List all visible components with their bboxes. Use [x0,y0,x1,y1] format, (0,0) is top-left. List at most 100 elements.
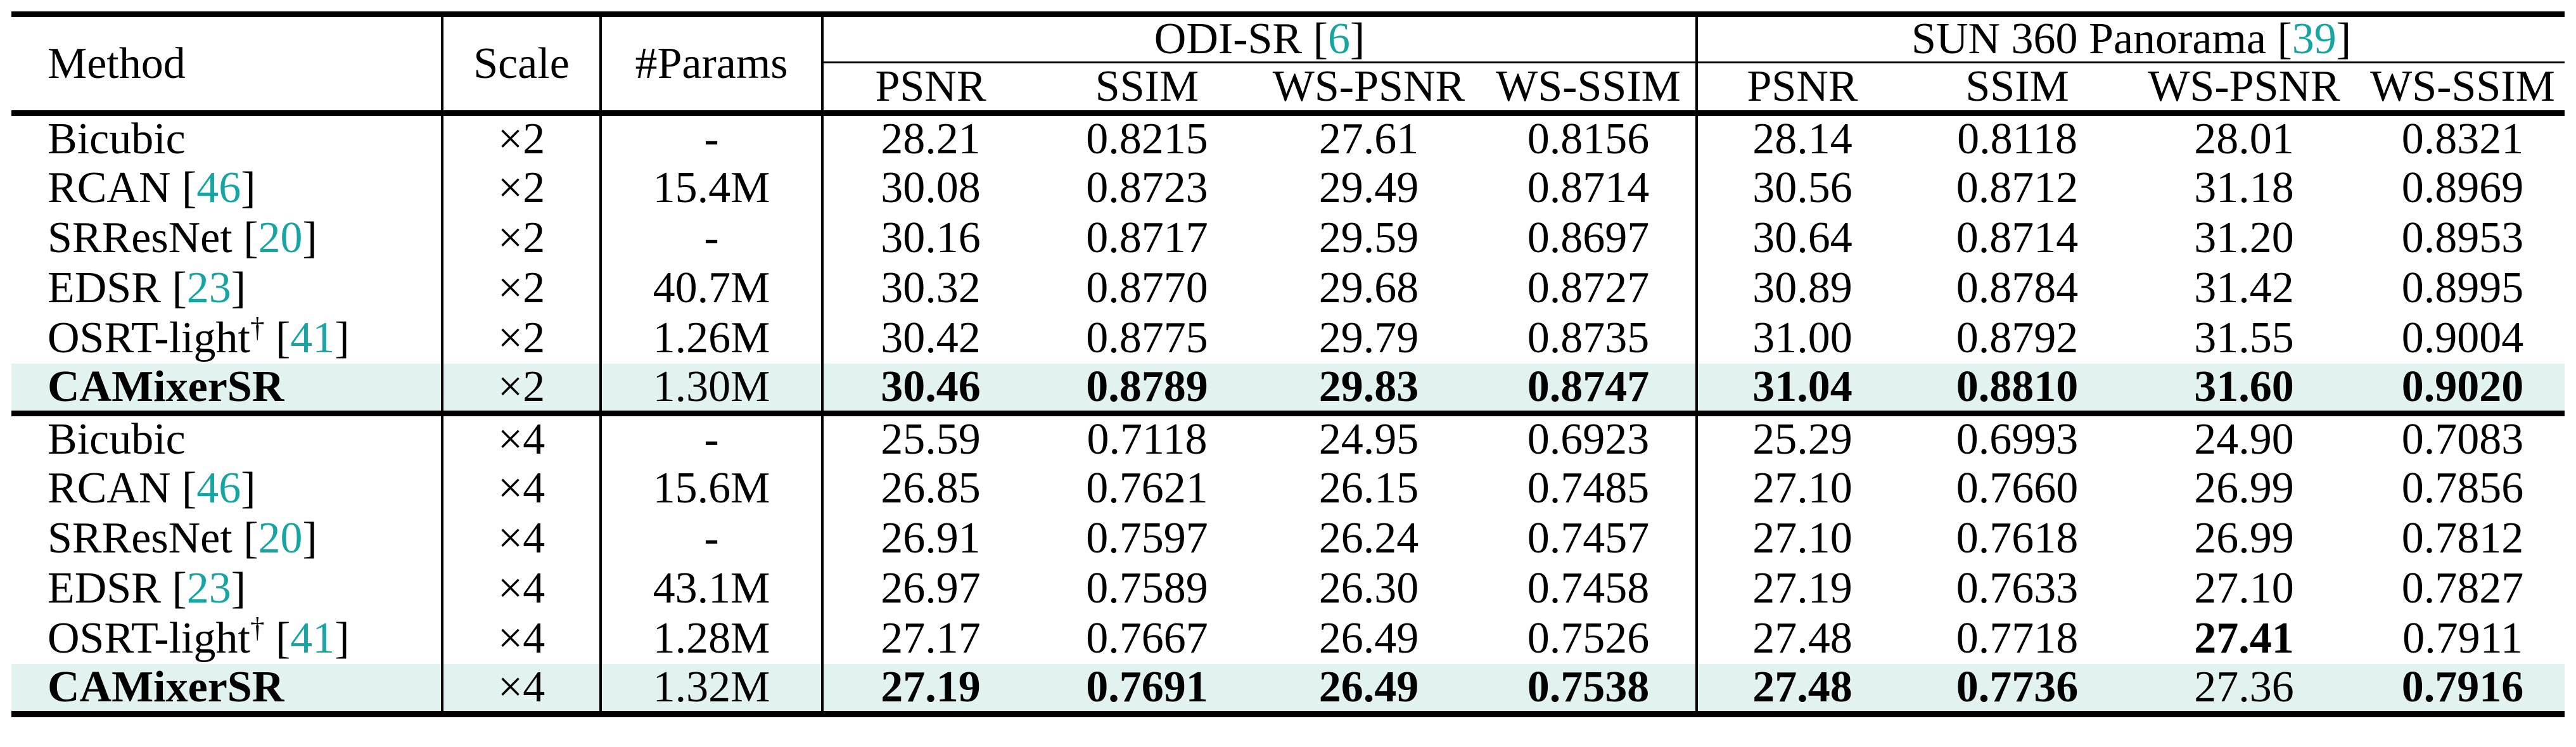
method-name: EDSR [48,564,161,613]
metric-value: 27.10 [1752,514,1852,563]
method-name: RCAN [48,464,171,513]
metric-value: 28.21 [881,115,981,163]
metric-value: 0.9004 [2401,314,2524,362]
method-name: RCAN [48,163,171,212]
group-header-row: Method Scale #Params ODI-SR [6] SUN 360 … [11,14,2565,116]
metric-value: 31.00 [1752,314,1852,362]
cite-bracket: [ [160,564,187,613]
metric-value: 26.97 [881,564,981,613]
metric-value: 27.17 [881,614,981,663]
metric-value: 27.19 [1752,564,1852,613]
citation-link[interactable]: 46 [196,464,241,513]
table-row: CAMixerSR ×4 1.32M 27.19 0.7691 26.49 0.7538 27… [11,663,2565,717]
metric-value: 0.8770 [1086,264,1208,312]
metric-value: 0.7526 [1481,613,1699,664]
params-cell: - [601,213,824,264]
metric-value: 24.90 [2194,415,2294,464]
citation-link[interactable]: 41 [290,614,335,663]
scale-cell: ×4 [442,413,602,464]
metric-value: 26.49 [1318,614,1419,663]
table-row: EDSR [23] ×4 43.1M 26.97 0.7589 26.30 0.7458 27… [11,563,2565,614]
method-cell: EDSR [23] [11,563,443,614]
scale-cell: ×4 [442,563,602,614]
metric-value: 0.8723 [1086,163,1208,212]
dagger-mark: † [250,613,265,644]
metric-value: 0.8697 [1481,213,1699,264]
citation-link[interactable]: 20 [258,214,303,262]
metric-value: 25.59 [881,415,981,464]
group-header-odi-sr: ODI-SR [6] [822,14,1699,63]
cite-bracket: ] [241,163,256,212]
metric-value: 0.8775 [1086,314,1208,362]
citation-link[interactable]: 41 [290,314,335,362]
metric-value: 0.7083 [2401,415,2524,464]
metric-value: 30.42 [881,314,981,362]
metric-value: 30.56 [1752,163,1852,212]
metric-value: 0.8714 [1956,214,2079,262]
metric-value: 0.7827 [2401,564,2524,613]
method-name: CAMixerSR [48,663,284,712]
header-params: #Params [601,14,824,116]
table-row: Bicubic ×2- 28.21 0.8215 27.61 0.8156 28.14 0.8… [11,113,2565,163]
citation-link[interactable]: 23 [186,264,231,312]
metric-value: 0.6923 [1481,413,1699,464]
header-method: Method [11,14,443,116]
method-name: OSRT-light [48,314,250,362]
metric-value: 0.7660 [1956,464,2079,513]
metric-value: 0.7597 [1086,514,1208,563]
metric-value: 0.8792 [1956,314,2079,362]
cite-bracket: [ [1302,15,1328,63]
citation-link[interactable]: 23 [186,564,231,613]
citation-link[interactable]: 6 [1327,15,1350,63]
params-cell: - [601,513,824,564]
params-cell: 1.30M [601,363,824,416]
metric-value: 31.42 [2194,264,2294,312]
metric-value: 28.01 [2194,115,2294,163]
scale-cell: ×4 [442,663,602,717]
metric-value: 31.18 [2194,163,2294,212]
metric-value: 0.8784 [1956,264,2079,312]
method-name: OSRT-light [48,614,250,663]
citation-link[interactable]: 46 [196,163,241,212]
method-cell: CAMixerSR [11,663,443,717]
scale-cell: ×2 [442,313,602,364]
cite-bracket: ] [302,214,317,262]
metric-value: 0.7633 [1956,564,2079,613]
scale-cell: ×2 [442,163,602,214]
method-name: CAMixerSR [48,363,284,411]
metric-header-row: PSNR SSIM WS-PSNR WS-SSIM PSNR SSIM WS-P… [11,62,2565,116]
cite-bracket: [ [160,264,187,312]
method-cell: SRResNet [20] [11,213,443,264]
table-row: OSRT-light† [41] ×4 1.28M 27.17 0.7667 26.49 0… [11,613,2565,664]
metric-value: 0.7718 [1956,614,2079,663]
cite-bracket: ] [2336,15,2352,63]
method-cell: OSRT-light† [41] [11,613,443,664]
metric-value: 0.8215 [1086,115,1208,163]
metric-value: 0.8714 [1481,163,1699,214]
params-cell: 15.4M [601,163,824,214]
table-row: RCAN [46] ×2 15.4M 30.08 0.8723 29.49 0.8714 30… [11,163,2565,214]
metric-header-ws-psnr: WS-PSNR [2127,62,2361,116]
method-cell: CAMixerSR [11,363,443,416]
metric-header-psnr: PSNR [822,62,1038,116]
group-header-sun360: SUN 360 Panorama [39] [1697,14,2565,63]
params-cell: 1.26M [601,313,824,364]
metric-header-ssim: SSIM [1907,62,2128,116]
metric-value: 0.7736 [1907,663,2128,717]
metric-value: 27.41 [2194,614,2294,663]
citation-link[interactable]: 20 [258,514,303,563]
cite-bracket: ] [335,614,350,663]
metric-value: 0.7457 [1481,513,1699,564]
cite-bracket: ] [231,264,246,312]
scale-cell: ×2 [442,363,602,416]
metric-value: 24.95 [1318,415,1419,464]
cite-bracket: ] [241,464,256,513]
metric-value: 0.8727 [1481,263,1699,314]
metric-value: 30.08 [881,163,981,212]
citation-link[interactable]: 39 [2292,15,2337,63]
metric-value: 0.7538 [1481,663,1699,717]
metric-header-ssim: SSIM [1038,62,1256,116]
metric-value: 26.30 [1318,564,1419,613]
metric-value: 31.20 [2194,214,2294,262]
header-scale: Scale [442,14,602,116]
